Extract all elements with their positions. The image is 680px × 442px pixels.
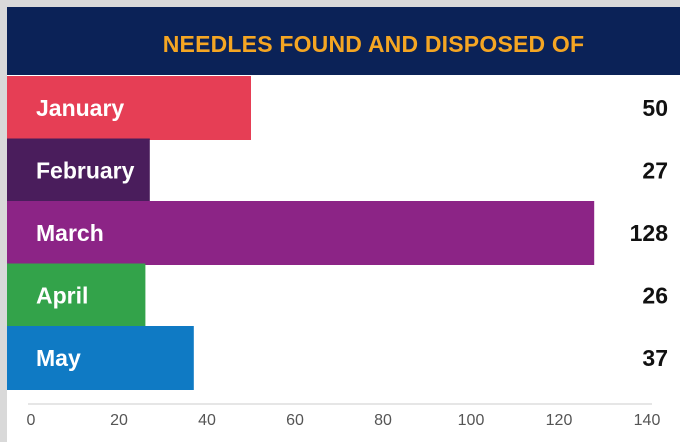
value-label-may: 37 [642,345,668,371]
value-label-march: 128 [630,220,669,246]
chart-title: NEEDLES FOUND AND DISPOSED OF [162,31,585,57]
bar-label-february: February [36,158,135,184]
bar-february [7,138,150,203]
x-tick-label-140: 140 [634,412,661,429]
bar-label-april: April [36,283,88,309]
bar-april [7,263,146,328]
bar-january [7,76,251,140]
x-tick-label-100: 100 [458,412,485,429]
bar-may [7,326,194,390]
value-label-april: 26 [642,283,668,309]
x-tick-label-80: 80 [374,412,392,429]
bar-label-january: January [36,95,124,121]
value-label-february: 27 [642,158,668,184]
bar-march [7,201,595,265]
x-tick-label-40: 40 [198,412,216,429]
x-tick-label-60: 60 [286,412,304,429]
value-label-january: 50 [642,95,668,121]
bar-label-may: May [36,345,81,371]
x-tick-label-0: 0 [27,412,36,429]
chart-header: NEEDLES FOUND AND DISPOSED OF [7,7,680,75]
x-tick-label-120: 120 [546,412,573,429]
x-tick-label-20: 20 [110,412,128,429]
bar-label-march: March [36,220,104,246]
